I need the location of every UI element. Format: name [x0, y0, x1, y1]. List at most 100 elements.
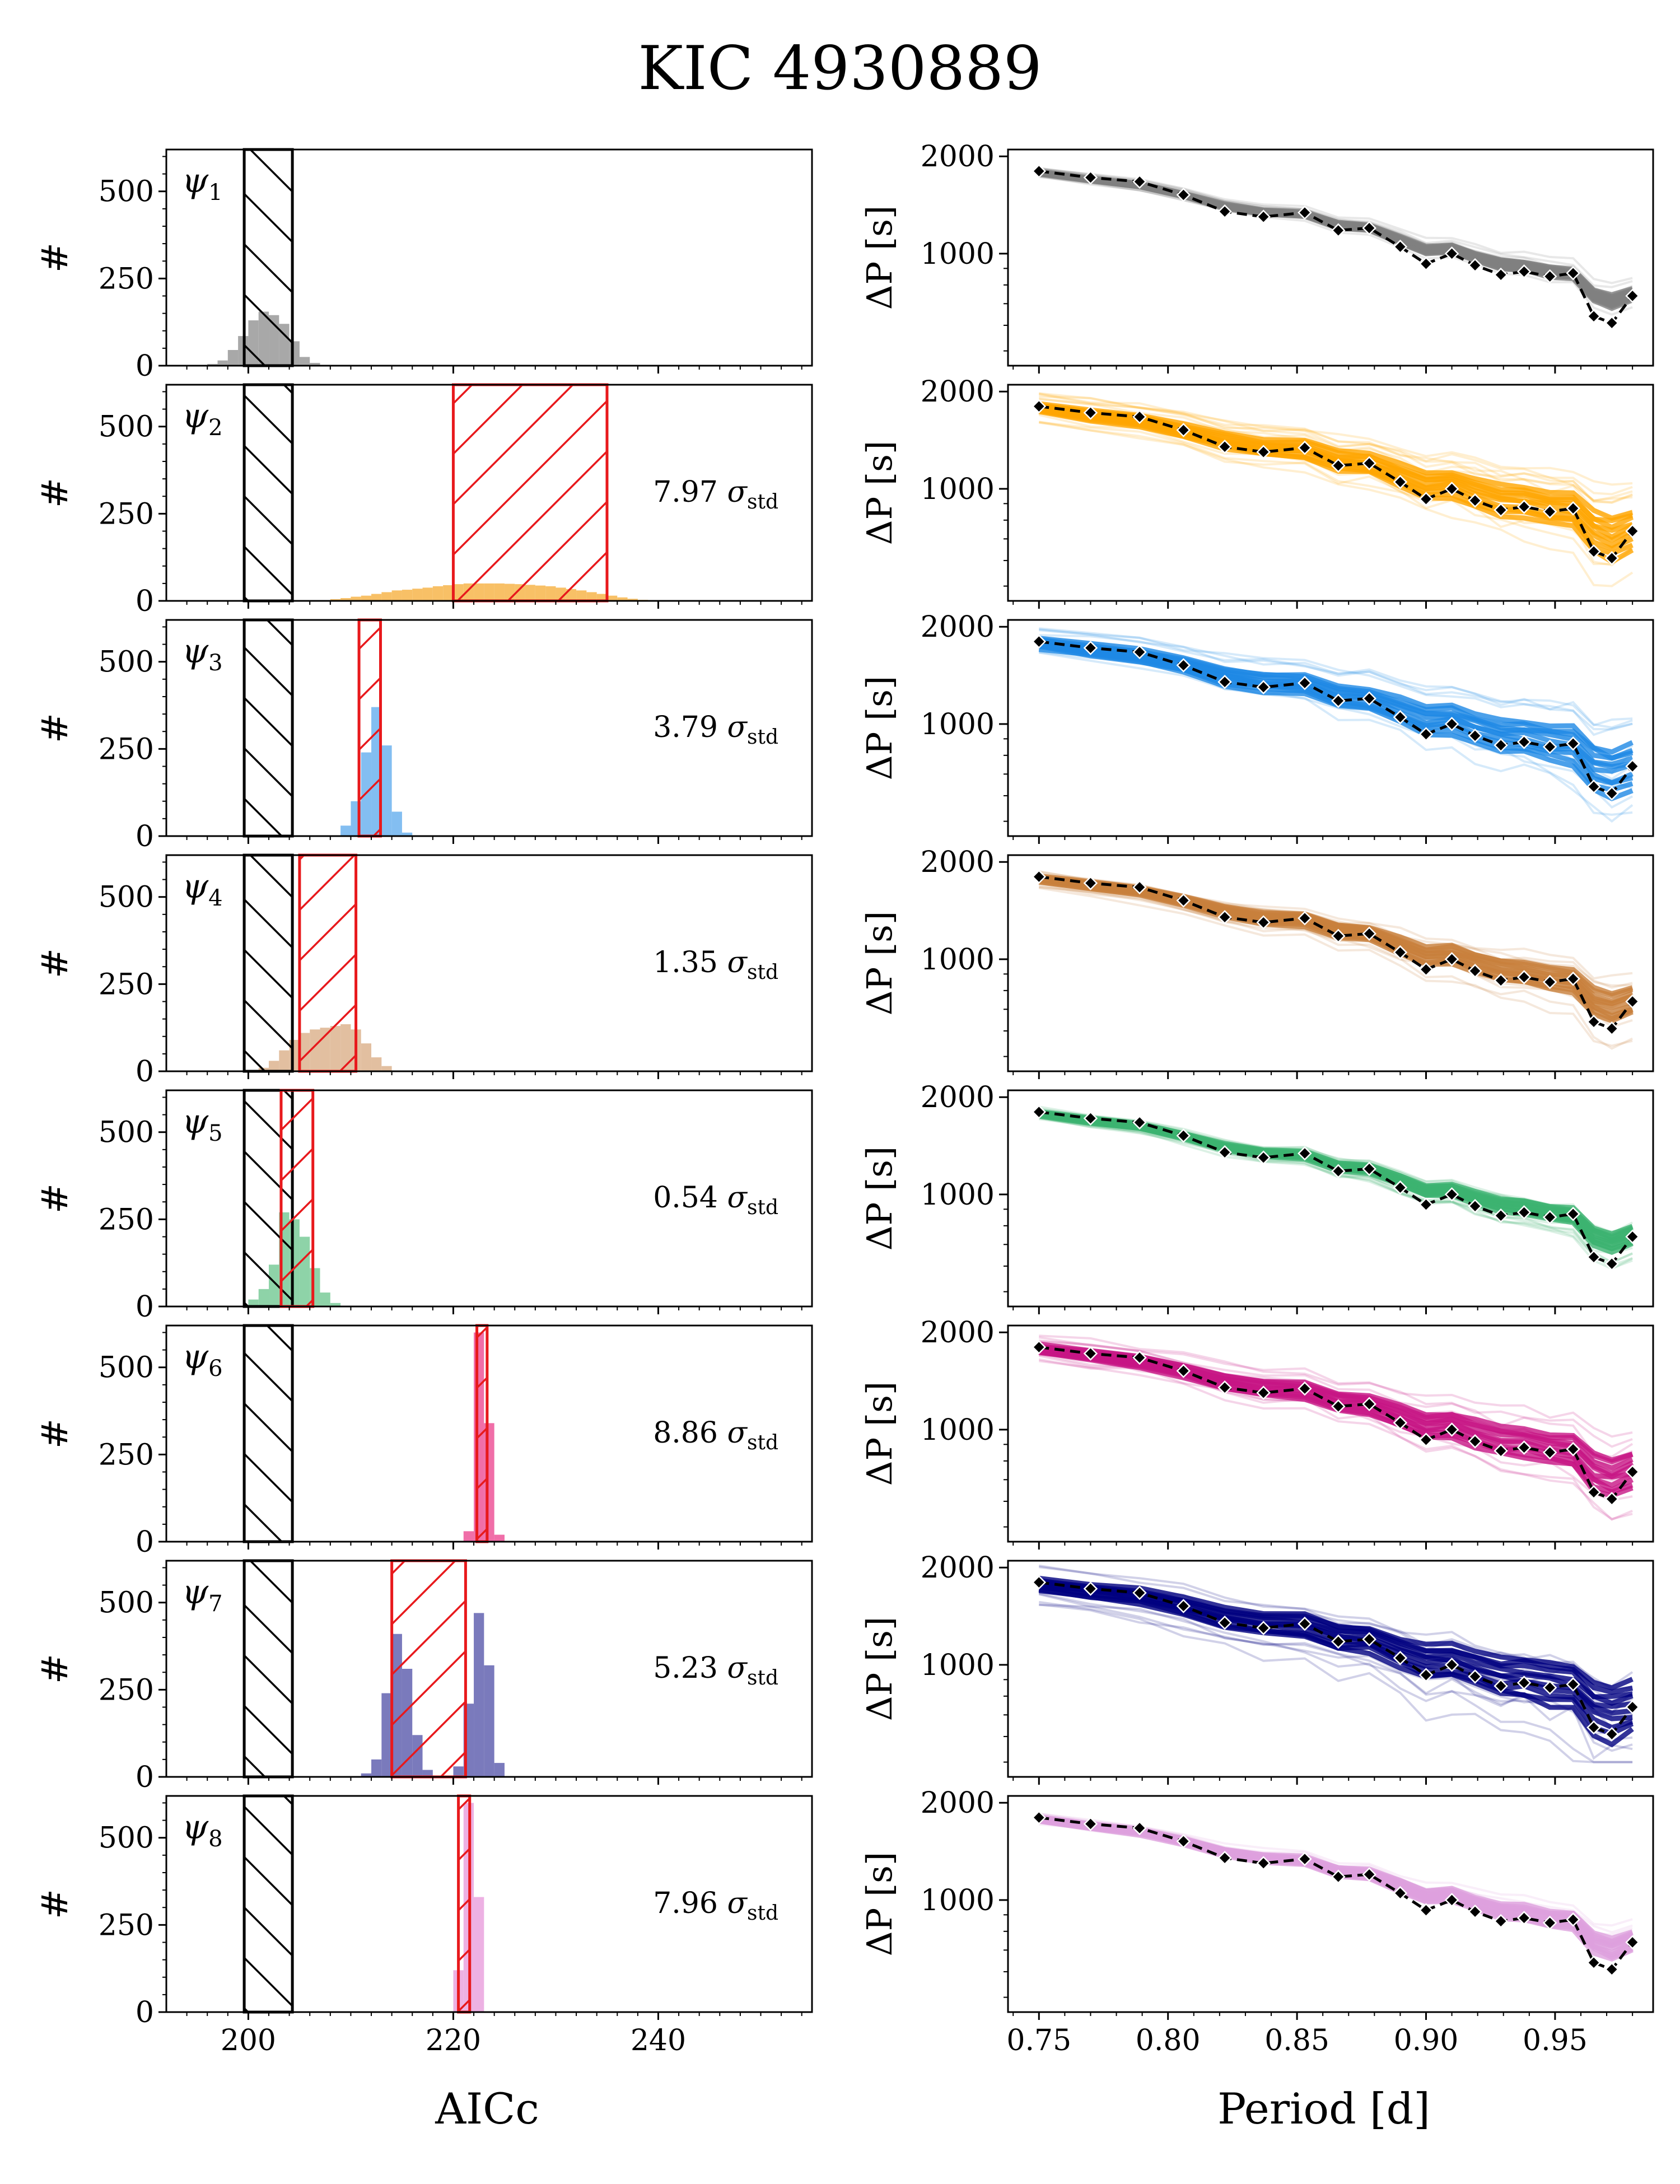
observed-point — [1586, 1720, 1601, 1735]
observed-point — [1566, 1912, 1580, 1927]
observed-point — [1393, 239, 1408, 254]
observed-point — [1393, 474, 1408, 489]
x-tick-label: 240 — [631, 2024, 686, 2057]
panel-frame — [165, 1324, 813, 1543]
observed-point — [1444, 482, 1459, 496]
y-tick-label: 250 — [99, 1908, 154, 1942]
observed-point — [1586, 544, 1601, 559]
histogram-bar — [474, 1613, 484, 1777]
y-tick-label: 250 — [99, 968, 154, 1001]
observed-point — [1393, 1180, 1408, 1195]
observed-point — [1217, 1615, 1232, 1630]
histogram-bar — [432, 586, 444, 601]
observed-point — [1032, 1340, 1047, 1355]
observed-point — [1604, 1962, 1620, 1977]
reference-band — [242, 1324, 294, 1543]
y-tick-label: 2000 — [921, 1316, 995, 1350]
observed-point — [1217, 1380, 1232, 1395]
model-band — [357, 618, 382, 838]
observed-point — [1083, 1817, 1098, 1831]
observed-point — [1468, 1905, 1482, 1919]
observed-point — [1362, 926, 1376, 941]
y-tick-label: 250 — [99, 1203, 154, 1236]
sigma-symbol: σ — [727, 711, 748, 744]
x-tick-label: 0.90 — [1394, 2024, 1459, 2057]
y-tick-label: 2000 — [921, 610, 995, 644]
sigma-symbol: σ — [727, 1416, 748, 1450]
y-tick-label: 500 — [99, 175, 154, 209]
observed-point — [1298, 1851, 1312, 1866]
period-panel-6: 1000 2000 ΔP [s] — [859, 1316, 1654, 1550]
model-curve-faint — [1038, 1565, 1633, 1690]
y-axis-label: ΔP [s] — [859, 1382, 900, 1486]
observed-point — [1083, 1111, 1098, 1126]
histogram-bar — [381, 592, 392, 601]
observed-point — [1331, 693, 1346, 708]
observed-point — [1604, 786, 1620, 801]
y-axis-label: # — [35, 1654, 76, 1684]
panel-frame — [165, 1795, 813, 2013]
model-curve — [1038, 1341, 1634, 1463]
observed-point — [1418, 1432, 1434, 1447]
model-curve-faint — [1038, 651, 1634, 823]
sigma-annotation: 3.79 σstd — [653, 711, 778, 749]
observed-point — [1256, 1385, 1271, 1400]
sigma-subscript: std — [747, 1667, 778, 1690]
observed-point — [1176, 423, 1191, 437]
panel-label-subscript: 5 — [208, 1121, 222, 1146]
observed-point — [1176, 1834, 1191, 1849]
panel-frame — [165, 1089, 813, 1308]
observed-point — [1494, 738, 1508, 753]
observed-point — [1516, 1911, 1532, 1925]
y-tick-label: 1000 — [921, 473, 995, 506]
observed-point — [1494, 267, 1508, 282]
histogram-bar — [371, 1057, 382, 1071]
period-panel-5: 1000 2000 ΔP [s] — [859, 1081, 1654, 1314]
model-band — [457, 1794, 472, 2014]
observed-point — [1083, 1346, 1098, 1361]
y-axis-label: # — [35, 1418, 76, 1449]
reference-band — [242, 1794, 294, 2014]
observed-point — [1418, 256, 1434, 271]
observed-point — [1083, 641, 1098, 655]
observed-point — [1393, 1886, 1408, 1901]
sigma-annotation: 7.96 σstd — [653, 1887, 778, 1925]
observed-point — [1516, 500, 1532, 514]
histogram-bar — [361, 1043, 372, 1071]
observed-point — [1604, 316, 1620, 330]
model-curve-faint — [1039, 628, 1633, 731]
observed-point — [1542, 504, 1557, 519]
observed-point — [1604, 1727, 1620, 1742]
observed-point — [1083, 405, 1098, 420]
y-tick-label: 250 — [99, 1673, 154, 1707]
observed-point — [1586, 779, 1601, 794]
observed-point — [1625, 1229, 1640, 1244]
observed-point — [1132, 880, 1147, 895]
panel-label-subscript: 2 — [208, 415, 222, 441]
panel-label-subscript: 3 — [208, 650, 222, 676]
model-band — [451, 383, 609, 603]
observed-point — [1566, 501, 1580, 516]
observed-point — [1298, 675, 1312, 690]
observed-point — [1217, 1145, 1232, 1160]
observed-point — [1516, 1676, 1532, 1690]
model-curve-faint — [1038, 1116, 1633, 1270]
sigma-subscript: std — [747, 961, 778, 984]
histogram-bar — [484, 1665, 494, 1777]
y-axis-label: ΔP [s] — [859, 676, 900, 780]
observed-point — [1176, 188, 1191, 202]
y-axis-label: # — [35, 948, 76, 978]
y-tick-label: 500 — [99, 1586, 154, 1620]
observed-point — [1298, 1616, 1312, 1631]
model-curve — [1038, 636, 1634, 755]
period-panel-2: 1000 2000 ΔP [s] — [859, 375, 1654, 609]
histogram-bar — [402, 590, 413, 601]
y-tick-label: 500 — [99, 646, 154, 679]
y-axis-label: # — [35, 1183, 76, 1214]
observed-point — [1586, 309, 1601, 324]
observed-point — [1625, 288, 1640, 304]
y-axis-label: # — [35, 713, 76, 743]
model-curve-faint — [1039, 168, 1633, 288]
